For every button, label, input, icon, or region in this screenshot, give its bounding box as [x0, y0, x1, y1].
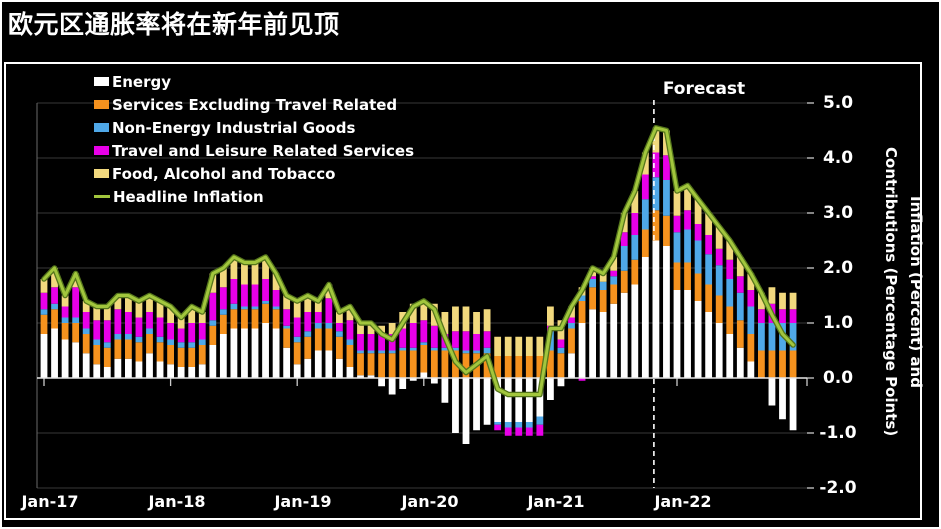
legend-item-food: Food, Alcohol and Tobacco — [94, 162, 414, 185]
energy-swatch-icon — [94, 77, 109, 86]
y-axis-label-1: 1.0 — [822, 313, 854, 333]
chart-legend: Energy Services Excluding Travel Related… — [94, 70, 414, 208]
goods-swatch-icon — [94, 123, 109, 132]
y-axis-label-0: 0.0 — [822, 368, 854, 388]
y-axis-label-3: 3.0 — [822, 203, 854, 223]
x-axis-label-jan19: Jan-19 — [274, 492, 332, 511]
y-axis-label-5: 5.0 — [822, 93, 854, 113]
headline-line-swatch-icon — [94, 194, 110, 199]
y-axis-title: Inflation (Percent) and Contributions (P… — [878, 66, 928, 518]
legend-item-goods: Non-Energy Industrial Goods — [94, 116, 414, 139]
x-axis-label-jan22: Jan-22 — [654, 492, 712, 511]
legend-label-services: Services Excluding Travel Related — [112, 95, 398, 114]
food-swatch-icon — [94, 169, 109, 178]
y-axis-label-n1: -1.0 — [819, 423, 857, 443]
x-axis-label-jan17: Jan-17 — [21, 492, 79, 511]
x-axis-label-jan21: Jan-21 — [527, 492, 585, 511]
legend-label-headline: Headline Inflation — [113, 187, 264, 206]
legend-item-energy: Energy — [94, 70, 414, 93]
x-axis-label-jan20: Jan-20 — [401, 492, 459, 511]
legend-item-travel: Travel and Leisure Related Services — [94, 139, 414, 162]
y-axis-label-4: 4.0 — [822, 148, 854, 168]
y-axis-label-n2: -2.0 — [819, 478, 857, 498]
legend-label-energy: Energy — [112, 72, 172, 91]
y-axis-title-line1: Inflation (Percent) and — [907, 196, 925, 388]
y-axis-title-line2: Contributions (Percentage Points) — [882, 147, 900, 437]
legend-label-goods: Non-Energy Industrial Goods — [112, 118, 356, 137]
legend-item-headline: Headline Inflation — [94, 185, 414, 208]
x-axis-label-jan18: Jan-18 — [148, 492, 206, 511]
forecast-label: Forecast — [662, 79, 746, 99]
travel-swatch-icon — [94, 146, 109, 155]
legend-label-travel: Travel and Leisure Related Services — [112, 141, 415, 160]
y-axis-label-2: 2.0 — [822, 258, 854, 278]
services-swatch-icon — [94, 100, 109, 109]
legend-label-food: Food, Alcohol and Tobacco — [112, 164, 336, 183]
legend-item-services: Services Excluding Travel Related — [94, 93, 414, 116]
page-title: 欧元区通胀率将在新年前见顶 — [8, 10, 340, 39]
